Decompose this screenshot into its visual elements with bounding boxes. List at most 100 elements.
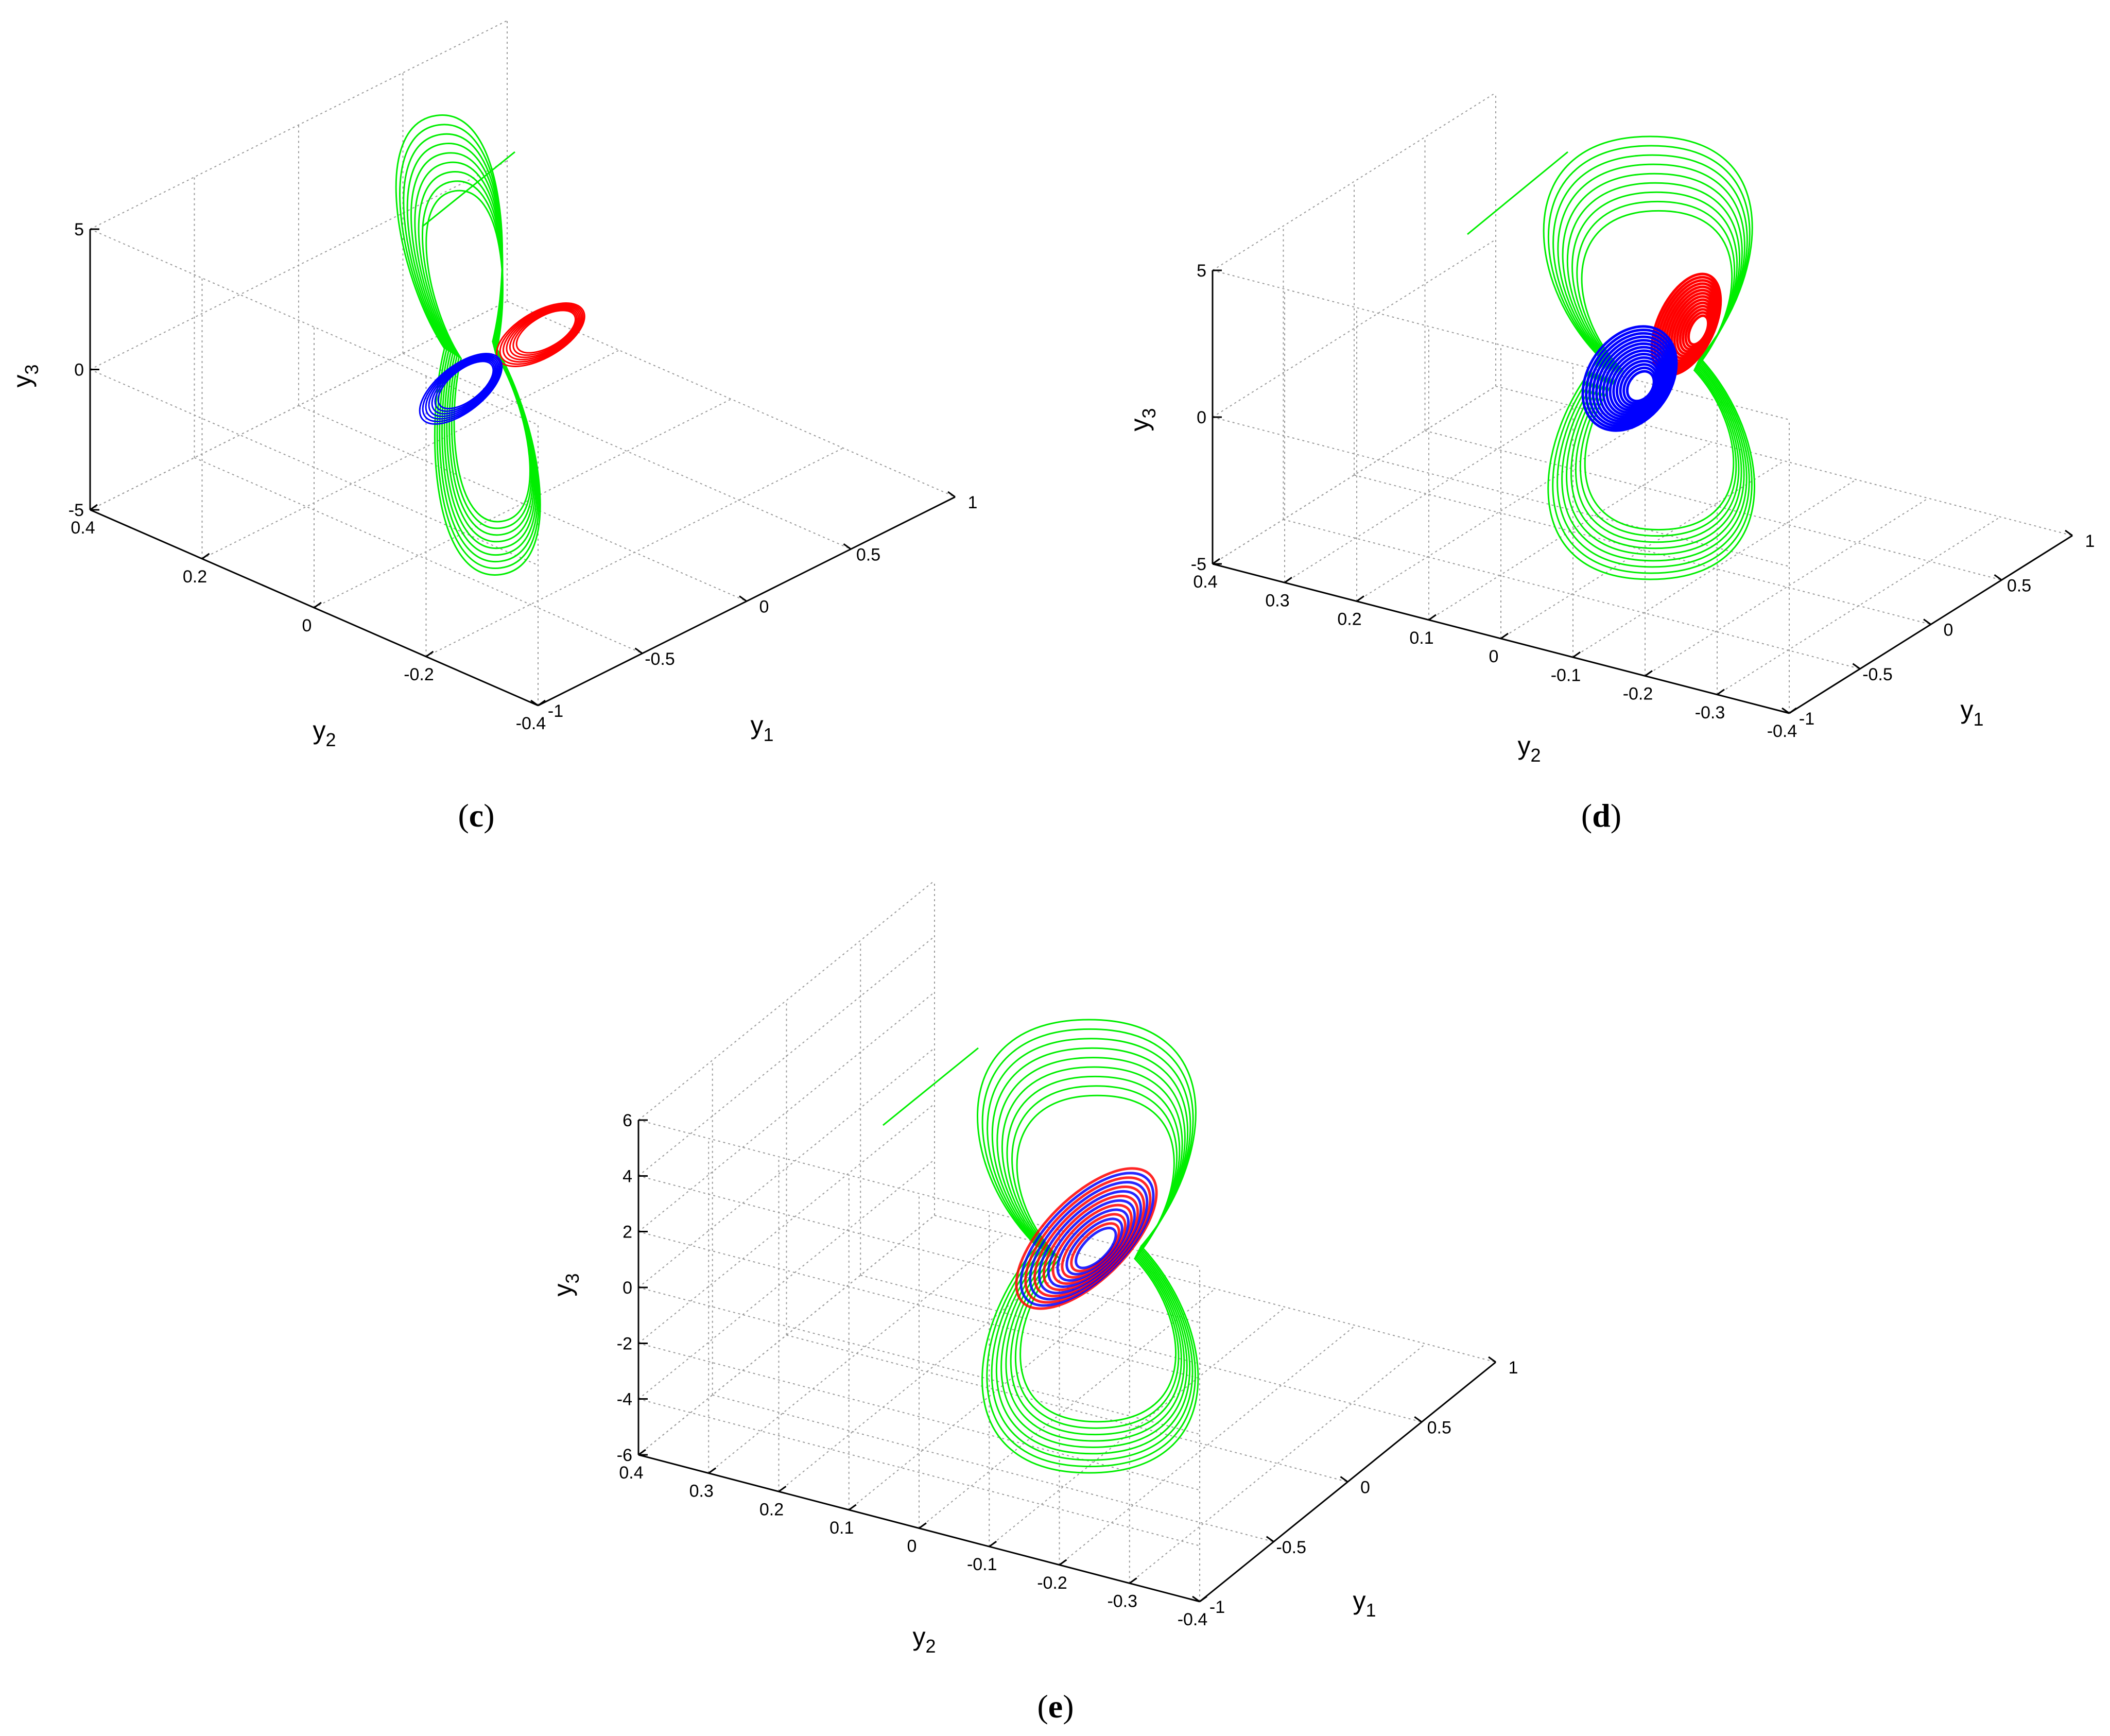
grid-line: [1717, 516, 2001, 695]
grid-line: [1129, 1343, 1426, 1584]
y2-tick-mark: [919, 1522, 927, 1529]
panel-caption: (c): [458, 797, 494, 834]
y2-tick-mark: [638, 1449, 646, 1456]
transient-orbit-loop: [1543, 135, 1756, 580]
y2-tick-mark: [1500, 632, 1509, 640]
y2-axis-label: y2: [313, 716, 336, 750]
y2-tick-label: -0.2: [404, 665, 434, 684]
series-transient: [395, 114, 541, 576]
grid-line: [1572, 479, 1857, 658]
y1-tick-mark: [843, 543, 852, 550]
grid-line: [786, 1334, 1348, 1483]
transient-orbit-loop: [987, 1038, 1194, 1461]
grid-line: [638, 1120, 1200, 1267]
y2-tick-label: 0: [1489, 647, 1499, 666]
attractor-loop: [512, 308, 578, 356]
attractor-loop: [1075, 1227, 1117, 1269]
grid-line: [1645, 497, 1929, 677]
y2-tick-label: 0: [302, 616, 312, 635]
y1-tick-mark: [1994, 574, 2002, 581]
grid-line: [638, 1159, 935, 1400]
series-transient: [1543, 135, 1756, 580]
y2-tick-label: -0.4: [1767, 721, 1797, 741]
transient-orbit-loop: [977, 1019, 1199, 1474]
z-tick-label: 4: [622, 1167, 632, 1187]
y2-tick-label: 0.1: [829, 1518, 854, 1538]
grid-line: [860, 1275, 1422, 1423]
y2-tick-mark: [1212, 558, 1220, 565]
y2-tick-mark: [708, 1467, 717, 1474]
y1-tick-label: -0.5: [1862, 665, 1893, 684]
series-attractor-2: [419, 353, 503, 425]
grid-line: [638, 1175, 1200, 1324]
grid-line: [1212, 386, 1496, 564]
y2-tick-mark: [314, 601, 322, 609]
transient-orbit-loop: [1552, 154, 1750, 568]
y2-tick-label: 0.3: [689, 1482, 714, 1501]
grid-line: [90, 20, 508, 230]
attractor-loop: [428, 356, 498, 417]
y2-tick-mark: [1129, 1577, 1137, 1584]
y2-tick-label: -0.2: [1037, 1573, 1067, 1593]
z-tick-label: -5: [1191, 555, 1206, 574]
grid-line: [298, 405, 747, 602]
transient-tail: [1467, 151, 1568, 235]
y1-tick-label: 0: [759, 597, 769, 617]
attractor-loop: [1625, 370, 1655, 403]
grid-line: [638, 1343, 1200, 1491]
grid-line: [849, 1270, 1146, 1510]
grid-line: [1212, 239, 1496, 418]
grid-line: [1212, 417, 1790, 567]
attractor-loop: [499, 303, 584, 365]
z-tick-label: -4: [617, 1389, 632, 1409]
grid-line: [90, 301, 508, 510]
transient-orbit-loop: [991, 1047, 1191, 1455]
y2-tick-label: 0.2: [183, 567, 207, 587]
y1-tick-mark: [1414, 1416, 1423, 1423]
z-tick-label: 0: [1197, 408, 1206, 427]
y2-tick-mark: [1572, 651, 1581, 658]
y2-tick-mark: [778, 1486, 787, 1492]
transient-orbit-loop: [1576, 200, 1737, 537]
grid-line: [202, 350, 619, 559]
transient-orbit-loop: [1571, 191, 1740, 543]
y1-tick-mark: [634, 647, 643, 654]
attractor-loop: [437, 360, 494, 409]
grid-line: [1356, 423, 1640, 602]
series-attractor-1: [496, 302, 585, 367]
grid-line: [194, 457, 643, 654]
grid-line: [1428, 441, 1713, 621]
grid-line: [638, 936, 935, 1177]
attractor-loop: [515, 310, 577, 354]
z-axis-label: y3: [1125, 408, 1160, 431]
y1-tick-mark: [2065, 529, 2073, 537]
y2-tick-mark: [1428, 614, 1437, 621]
attractor-loop: [425, 355, 500, 420]
y2-axis-label: y2: [1517, 731, 1541, 766]
grid-line: [934, 1215, 1496, 1363]
y1-tick-label: -1: [548, 701, 563, 721]
attractor-loop: [431, 358, 497, 415]
series-mixed: [1015, 1167, 1158, 1310]
y2-tick-mark: [1284, 577, 1292, 583]
y2-tick-mark: [90, 504, 98, 511]
y1-tick-mark: [1852, 663, 1861, 669]
attractor-loop: [1687, 314, 1710, 346]
y2-tick-mark: [1645, 670, 1653, 677]
z-tick-label: 0: [622, 1278, 632, 1298]
y2-tick-label: -0.1: [967, 1555, 997, 1574]
grid-line: [1495, 386, 2073, 536]
grid-line: [638, 1103, 935, 1344]
y2-tick-mark: [425, 650, 434, 658]
y1-tick-label: -0.5: [645, 649, 675, 669]
transient-orbit-loop: [1016, 1094, 1177, 1423]
y1-tick-mark: [1266, 1536, 1274, 1542]
grid-line: [638, 1398, 1200, 1546]
transient-orbit-loop: [1547, 145, 1753, 574]
grid-line: [426, 448, 843, 657]
grid-line: [403, 353, 851, 550]
y2-tick-label: -0.3: [1695, 703, 1725, 723]
z-axis-label: y3: [8, 364, 42, 387]
y2-tick-mark: [1717, 689, 1725, 695]
transient-orbit-loop: [1562, 173, 1745, 556]
